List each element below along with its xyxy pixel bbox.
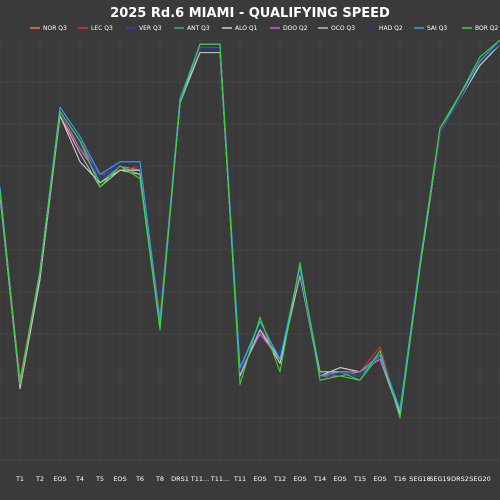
x-tick-label: T16 xyxy=(393,475,406,483)
legend-label: ALO Q1 xyxy=(235,25,258,32)
series-lines xyxy=(0,39,500,419)
x-tick-label: T14 xyxy=(313,475,326,483)
x-tick-label: DRS1 xyxy=(171,475,189,483)
legend-label: ANT Q3 xyxy=(187,25,210,32)
x-tick-label: EOS xyxy=(333,475,346,483)
legend-label: VER Q3 xyxy=(139,25,162,32)
x-tick-label: SEG19 xyxy=(429,475,451,483)
legend-label: BOR Q2 xyxy=(475,25,499,32)
series-line xyxy=(0,39,500,411)
legend-label: NOR Q3 xyxy=(43,25,67,32)
x-tick-label: T5 xyxy=(95,475,104,483)
x-tick-label: EOS xyxy=(253,475,266,483)
x-tick-label: T2 xyxy=(35,475,44,483)
legend-label: OCO Q3 xyxy=(331,25,355,32)
legend: NOR Q3 LEC Q3 VER Q3 ANT Q3 ALO Q1 DOO Q2 OCO … xyxy=(30,25,499,32)
x-tick-label: T11... xyxy=(190,475,209,483)
x-tick-label: DRS2 xyxy=(451,475,469,483)
legend-label: DOO Q2 xyxy=(283,25,308,32)
legend-label: HAD Q2 xyxy=(379,25,403,32)
x-tick-label: T8 xyxy=(155,475,164,483)
x-tick-label: T1 xyxy=(15,475,24,483)
x-tick-label: T4 xyxy=(75,475,84,483)
x-tick-label: SEG18 xyxy=(409,475,431,483)
series-line xyxy=(0,39,500,419)
x-axis-ticks: T1 T2 EOS T4 T5 EOS T6 T8 DRS1 T11... T11... T11 EOS… xyxy=(15,475,491,483)
x-tick-label: T11 xyxy=(233,475,246,483)
x-tick-label: T11... xyxy=(210,475,229,483)
x-tick-label: T15 xyxy=(353,475,366,483)
legend-label: LEC Q3 xyxy=(91,25,113,32)
x-tick-label: EOS xyxy=(373,475,386,483)
grid xyxy=(0,39,500,461)
x-tick-label: EOS xyxy=(53,475,66,483)
x-tick-label: T12 xyxy=(273,475,286,483)
legend-label: SAI Q3 xyxy=(427,25,447,32)
x-tick-label: EOS xyxy=(113,475,126,483)
x-tick-label: SEG20 xyxy=(469,475,491,483)
x-tick-label: T6 xyxy=(135,475,144,483)
x-tick-label: EOS xyxy=(293,475,306,483)
chart-title: 2025 Rd.6 MIAMI - QUALIFYING SPEED xyxy=(110,6,390,21)
